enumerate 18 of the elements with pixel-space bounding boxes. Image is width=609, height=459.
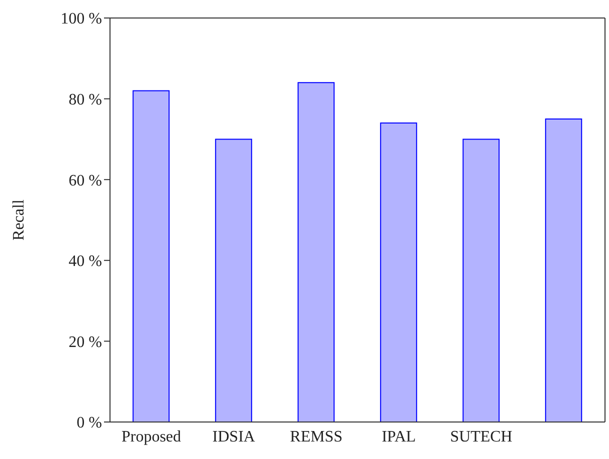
x-tick-label: IDSIA <box>212 428 256 446</box>
bar <box>132 90 170 422</box>
y-tick-label: 60 % <box>68 172 102 190</box>
y-tick-label: 0 % <box>76 414 102 432</box>
bar <box>298 82 335 422</box>
x-tick-label: SUTECH <box>450 428 513 446</box>
x-tick-label: REMSS <box>290 428 342 446</box>
y-tick-label: 100 % <box>60 10 102 28</box>
bar <box>545 118 582 422</box>
x-tick-label: Proposed <box>121 428 182 446</box>
y-tick-label: 20 % <box>68 334 102 351</box>
bar <box>462 138 500 422</box>
y-axis-title: Recall <box>10 199 28 240</box>
y-tick-label: 40 % <box>68 253 102 270</box>
bar <box>215 138 252 422</box>
bar <box>380 122 418 422</box>
x-tick-label: IPAL <box>382 428 416 446</box>
y-tick-label: 80 % <box>68 91 102 108</box>
